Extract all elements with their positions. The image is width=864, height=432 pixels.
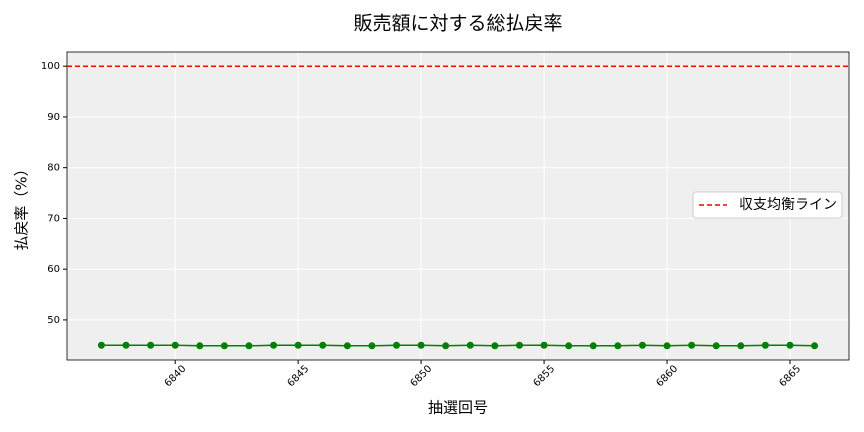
data-point [638,341,646,349]
data-point [294,341,302,349]
data-point [122,341,130,349]
x-tick-label: 6840 [163,363,189,389]
data-point [786,341,794,349]
data-point [270,341,278,349]
data-point [663,342,671,350]
data-point [565,342,573,350]
x-tick-label: 6845 [286,363,312,389]
data-point [196,342,204,350]
y-tick-label: 80 [47,163,60,174]
data-point [761,341,769,349]
data-point [97,341,105,349]
y-tick-label: 50 [47,315,60,326]
legend: 収支均衡ライン [692,191,843,219]
legend-label: 収支均衡ライン [739,197,837,213]
data-point [393,341,401,349]
y-tick-label: 100 [41,61,60,72]
data-point [540,341,548,349]
y-axis-label: 払戻率（%） [13,161,31,250]
x-tick-label: 6865 [777,363,803,389]
y-tick-label: 60 [47,264,60,275]
data-point [343,342,351,350]
data-point [319,341,327,349]
x-tick-label: 6855 [532,363,558,389]
data-line [101,344,815,347]
x-tick-label: 6850 [409,363,435,389]
x-tick-label: 6860 [654,363,680,389]
data-point [515,341,523,349]
data-point [147,341,155,349]
data-point [417,341,425,349]
data-point [368,342,376,350]
data-point [811,342,819,350]
plot-frame [66,51,850,361]
chart-title: 販売額に対する総払戻率 [353,13,562,35]
data-point [220,342,228,350]
data-point [712,342,720,350]
legend-box [692,191,843,219]
data-point [737,342,745,350]
data-point [688,341,696,349]
data-point [589,342,597,350]
data-point [466,341,474,349]
y-tick-label: 90 [47,112,60,123]
data-point [491,342,499,350]
data-point [442,342,450,350]
data-point [614,342,622,350]
data-point [245,342,253,350]
x-axis-label: 抽選回号 [428,399,488,417]
y-tick-label: 70 [47,213,60,224]
data-point [171,341,179,349]
